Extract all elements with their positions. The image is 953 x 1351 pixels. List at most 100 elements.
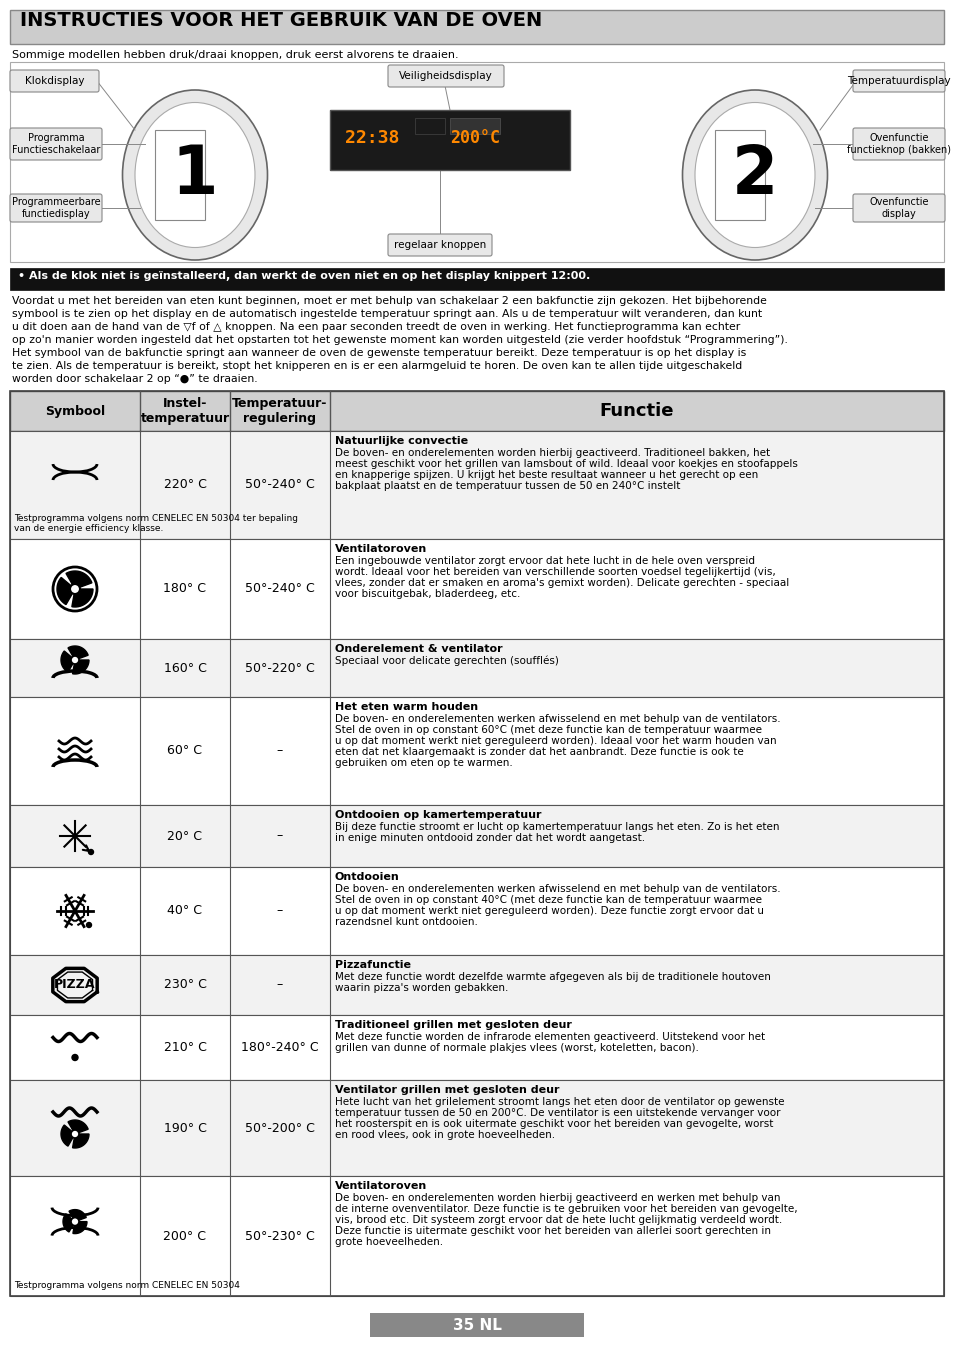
Polygon shape	[63, 1215, 73, 1232]
Text: 50°-200° C: 50°-200° C	[245, 1121, 314, 1135]
Bar	[10, 390, 943, 1296]
Text: grote hoeveelheden.: grote hoeveelheden.	[335, 1238, 442, 1247]
Bar	[154, 130, 205, 220]
Ellipse shape	[681, 91, 826, 259]
Text: en rood vlees, ook in grote hoeveelheden.: en rood vlees, ook in grote hoeveelheden…	[335, 1129, 555, 1140]
Bar	[10, 1015, 943, 1079]
Polygon shape	[71, 589, 92, 607]
Text: u op dat moment werkt niet gereguleerd worden). Deze functie zorgt ervoor dat u: u op dat moment werkt niet gereguleerd w…	[335, 907, 763, 916]
Text: 180°-240° C: 180°-240° C	[241, 1042, 318, 1054]
FancyBboxPatch shape	[10, 70, 99, 92]
Text: Ovenfunctie
display: Ovenfunctie display	[868, 197, 928, 219]
Text: 160° C: 160° C	[163, 662, 206, 674]
Bar	[370, 1313, 583, 1337]
Bar	[10, 1079, 943, 1175]
FancyBboxPatch shape	[852, 128, 944, 159]
Polygon shape	[68, 646, 88, 659]
Text: Ventilator grillen met gesloten deur: Ventilator grillen met gesloten deur	[335, 1085, 558, 1096]
Text: 35 NL: 35 NL	[452, 1317, 501, 1332]
Text: regelaar knoppen: regelaar knoppen	[394, 240, 486, 250]
Polygon shape	[61, 651, 73, 673]
Text: Een ingebouwde ventilator zorgt ervoor dat hete lucht in de hele oven verspreid: Een ingebouwde ventilator zorgt ervoor d…	[335, 557, 754, 566]
Text: razendsnel kunt ontdooien.: razendsnel kunt ontdooien.	[335, 917, 477, 927]
Text: Testprogramma volgens norm CENELEC EN 50304 ter bepaling: Testprogramma volgens norm CENELEC EN 50…	[14, 513, 297, 523]
Text: 230° C: 230° C	[163, 978, 206, 992]
Text: Ventilatoroven: Ventilatoroven	[335, 1181, 427, 1192]
Circle shape	[70, 584, 80, 594]
Text: –: –	[276, 744, 283, 758]
Text: u dit doen aan de hand van de ▽f of △ knoppen. Na een paar seconden treedt de ov: u dit doen aan de hand van de ▽f of △ kn…	[12, 322, 740, 332]
Text: 190° C: 190° C	[163, 1121, 206, 1135]
Text: symbool is te zien op het display en de automatisch ingestelde temperatuur sprin: symbool is te zien op het display en de …	[12, 309, 761, 319]
Text: grillen van dunne of normale plakjes vlees (worst, koteletten, bacon).: grillen van dunne of normale plakjes vle…	[335, 1043, 699, 1052]
Circle shape	[89, 850, 93, 854]
Text: Testprogramma volgens norm CENELEC EN 50304: Testprogramma volgens norm CENELEC EN 50…	[14, 1281, 239, 1290]
Text: 1: 1	[172, 142, 218, 208]
Circle shape	[71, 1055, 78, 1061]
Text: PIZZA: PIZZA	[54, 978, 95, 992]
Text: eten dat net klaargemaakt is zonder dat het aanbrandt. Deze functie is ook te: eten dat net klaargemaakt is zonder dat …	[335, 747, 743, 757]
FancyBboxPatch shape	[388, 65, 503, 86]
Text: bakplaat plaatst en de temperatuur tussen de 50 en 240°C instelt: bakplaat plaatst en de temperatuur tusse…	[335, 481, 679, 490]
Text: het roosterspit en is ook uitermate geschikt voor het bereiden van gevogelte, wo: het roosterspit en is ook uitermate gesc…	[335, 1119, 773, 1129]
FancyBboxPatch shape	[852, 195, 944, 222]
Bar	[10, 867, 943, 955]
Bar	[10, 639, 943, 697]
Bar	[10, 62, 943, 262]
Text: 50°-230° C: 50°-230° C	[245, 1229, 314, 1243]
Text: Het symbool van de bakfunctie springt aan wanneer de oven de gewenste temperatuu: Het symbool van de bakfunctie springt aa…	[12, 349, 745, 358]
Text: worden door schakelaar 2 op “●” te draaien.: worden door schakelaar 2 op “●” te draai…	[12, 374, 257, 384]
Text: wordt. Ideaal voor het bereiden van verschillende soorten voedsel tegelijkertijd: wordt. Ideaal voor het bereiden van vers…	[335, 567, 775, 577]
Text: Speciaal voor delicate gerechten (soufflés): Speciaal voor delicate gerechten (souffl…	[335, 657, 558, 666]
Bar	[10, 697, 943, 805]
Text: Programma
Functieschakelaar: Programma Functieschakelaar	[11, 134, 100, 155]
Text: Hete lucht van het grilelement stroomt langs het eten door de ventilator op gewe: Hete lucht van het grilelement stroomt l…	[335, 1097, 783, 1106]
Text: voor biscuitgebak, bladerdeeg, etc.: voor biscuitgebak, bladerdeeg, etc.	[335, 589, 519, 598]
Text: 180° C: 180° C	[163, 582, 206, 596]
Polygon shape	[66, 571, 91, 586]
Bar	[330, 109, 569, 170]
FancyBboxPatch shape	[852, 70, 944, 92]
Text: Ontdooien: Ontdooien	[335, 871, 399, 882]
Bar	[415, 118, 444, 134]
Circle shape	[53, 567, 97, 611]
Text: 220° C: 220° C	[163, 478, 206, 492]
Text: waarin pizza's worden gebakken.: waarin pizza's worden gebakken.	[335, 984, 508, 993]
Bar	[10, 955, 943, 1015]
Text: • Als de klok niet is geïnstalleerd, dan werkt de oven niet en op het display kn: • Als de klok niet is geïnstalleerd, dan…	[18, 272, 590, 281]
Bar	[450, 118, 499, 134]
Bar	[10, 9, 943, 45]
Bar	[333, 142, 565, 154]
Text: 50°-240° C: 50°-240° C	[245, 582, 314, 596]
Polygon shape	[61, 1125, 73, 1146]
Text: 200°C: 200°C	[450, 128, 499, 147]
Text: Temperatuurdisplay: Temperatuurdisplay	[846, 76, 950, 86]
FancyBboxPatch shape	[388, 234, 492, 255]
Text: 50°-220° C: 50°-220° C	[245, 662, 314, 674]
Text: en knapperige spijzen. U krijgt het beste resultaat wanneer u het gerecht op een: en knapperige spijzen. U krijgt het best…	[335, 470, 758, 480]
Text: 20° C: 20° C	[168, 830, 202, 843]
Text: meest geschikt voor het grillen van lamsbout of wild. Ideaal voor koekjes en sto: meest geschikt voor het grillen van lams…	[335, 459, 797, 469]
FancyBboxPatch shape	[10, 128, 102, 159]
Polygon shape	[69, 1209, 86, 1220]
Ellipse shape	[695, 103, 814, 247]
Ellipse shape	[135, 103, 254, 247]
Text: Met deze functie wordt dezelfde warmte afgegeven als bij de traditionele houtove: Met deze functie wordt dezelfde warmte a…	[335, 971, 770, 982]
Text: 200° C: 200° C	[163, 1229, 206, 1243]
Text: 60° C: 60° C	[168, 744, 202, 758]
Text: Instel-
temperatuur: Instel- temperatuur	[140, 397, 230, 426]
Text: Ontdooien op kamertemperatuur: Ontdooien op kamertemperatuur	[335, 811, 541, 820]
FancyBboxPatch shape	[10, 195, 102, 222]
Polygon shape	[68, 1120, 88, 1132]
Text: van de energie efficiency klasse.: van de energie efficiency klasse.	[14, 524, 163, 534]
Text: Veiligheidsdisplay: Veiligheidsdisplay	[398, 72, 493, 81]
Bar	[10, 267, 943, 290]
Text: INSTRUCTIES VOOR HET GEBRUIK VAN DE OVEN: INSTRUCTIES VOOR HET GEBRUIK VAN DE OVEN	[20, 11, 541, 30]
Text: Programmeerbare
functiedisplay: Programmeerbare functiedisplay	[11, 197, 100, 219]
Text: Sommige modellen hebben druk/draai knoppen, druk eerst alvorens te draaien.: Sommige modellen hebben druk/draai knopp…	[12, 50, 458, 59]
Polygon shape	[72, 661, 89, 674]
Text: Voordat u met het bereiden van eten kunt beginnen, moet er met behulp van schake: Voordat u met het bereiden van eten kunt…	[12, 296, 766, 305]
Text: op zo'n manier worden ingesteld dat het opstarten tot het gewenste moment kan wo: op zo'n manier worden ingesteld dat het …	[12, 335, 787, 345]
Text: Functie: Functie	[599, 403, 674, 420]
Text: Symbool: Symbool	[45, 404, 105, 417]
